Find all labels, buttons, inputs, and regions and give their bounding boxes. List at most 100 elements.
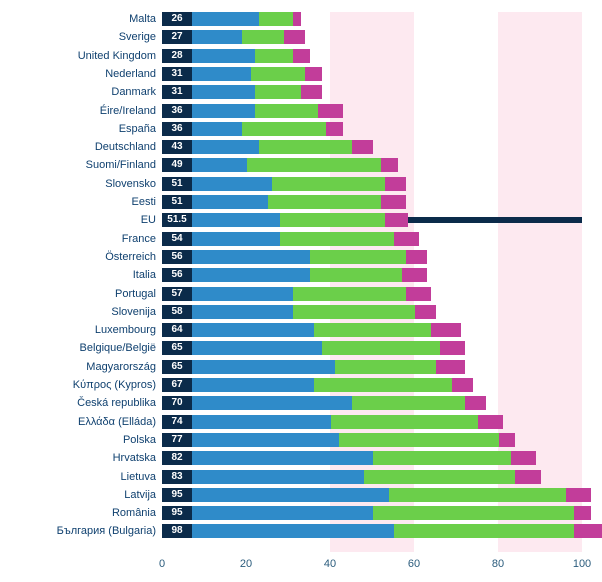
value-badge: 51 <box>162 195 192 209</box>
bar-segment-blue <box>192 268 310 282</box>
bar-segment-green <box>242 30 284 44</box>
country-label: Luxembourg <box>95 324 156 336</box>
bar-segment-blue <box>192 213 280 227</box>
bar-segment-magenta <box>381 158 398 172</box>
value-badge: 98 <box>162 524 192 538</box>
bar-segment-green <box>364 470 515 484</box>
bar-segment-magenta <box>574 506 591 520</box>
country-label: Éire/Ireland <box>100 105 156 117</box>
bar-segment-blue <box>192 323 314 337</box>
country-label: Österreich <box>105 251 156 263</box>
country-label: Eesti <box>132 196 156 208</box>
country-label: Hrvatska <box>113 452 156 464</box>
bar-row: Eesti51 <box>162 195 582 209</box>
country-label: EU <box>141 214 156 226</box>
bar-segment-green <box>259 12 293 26</box>
value-badge: 56 <box>162 268 192 282</box>
bar-row: Portugal57 <box>162 287 582 301</box>
bar-segment-magenta <box>284 30 305 44</box>
country-label: Polska <box>123 434 156 446</box>
bar-segment-blue <box>192 341 322 355</box>
bar-segment-green <box>280 213 385 227</box>
value-badge: 36 <box>162 104 192 118</box>
value-badge: 43 <box>162 140 192 154</box>
bar-segment-blue <box>192 433 339 447</box>
value-badge: 95 <box>162 488 192 502</box>
bar-segment-blue <box>192 305 293 319</box>
bar-segment-magenta <box>478 415 503 429</box>
country-label: Lietuva <box>121 471 156 483</box>
bar-segment-magenta <box>305 67 322 81</box>
bar-row: Latvija95 <box>162 488 582 502</box>
bar-row: Nederland31 <box>162 67 582 81</box>
bar-segment-magenta <box>431 323 460 337</box>
bar-segment-green <box>339 433 499 447</box>
bar-row: Österreich56 <box>162 250 582 264</box>
bar-row: Magyarország65 <box>162 360 582 374</box>
bar-segment-blue <box>192 488 389 502</box>
value-badge: 57 <box>162 287 192 301</box>
bar-segment-blue <box>192 67 251 81</box>
country-label: España <box>119 123 156 135</box>
bar-segment-blue <box>192 396 352 410</box>
bar-segment-green <box>335 360 436 374</box>
bar-segment-magenta <box>515 470 540 484</box>
bar-row: Polska77 <box>162 433 582 447</box>
bar-row: España36 <box>162 122 582 136</box>
value-badge: 51.5 <box>162 213 192 227</box>
bar-segment-green <box>373 506 575 520</box>
country-label: Sverige <box>119 31 156 43</box>
bar-row: Česká republika70 <box>162 396 582 410</box>
country-label: Magyarország <box>86 361 156 373</box>
bar-row: Danmark31 <box>162 85 582 99</box>
bar-row: Ελλάδα (Elláda)74 <box>162 415 582 429</box>
bar-row: Sverige27 <box>162 30 582 44</box>
bar-segment-blue <box>192 378 314 392</box>
bar-segment-green <box>293 305 415 319</box>
bar-segment-magenta <box>574 524 602 538</box>
bar-segment-blue <box>192 104 255 118</box>
country-label: България (Bulgaria) <box>57 525 156 537</box>
value-badge: 31 <box>162 67 192 81</box>
bar-segment-blue <box>192 177 272 191</box>
bar-segment-magenta <box>406 250 427 264</box>
country-label: Slovensko <box>105 178 156 190</box>
bar-segment-magenta <box>394 232 419 246</box>
bar-segment-magenta <box>293 12 301 26</box>
bar-segment-blue <box>192 287 293 301</box>
eu-highlight-line <box>408 217 582 223</box>
bar-segment-blue <box>192 49 255 63</box>
value-badge: 70 <box>162 396 192 410</box>
country-label: Latvija <box>124 489 156 501</box>
bar-segment-blue <box>192 506 373 520</box>
bar-segment-green <box>242 122 326 136</box>
bar-segment-green <box>293 287 406 301</box>
bar-row: Slovenija58 <box>162 305 582 319</box>
value-badge: 74 <box>162 415 192 429</box>
bar-segment-magenta <box>440 341 465 355</box>
bar-segment-magenta <box>301 85 322 99</box>
bar-segment-magenta <box>381 195 406 209</box>
value-badge: 82 <box>162 451 192 465</box>
value-badge: 49 <box>162 158 192 172</box>
bar-segment-green <box>331 415 478 429</box>
value-badge: 31 <box>162 85 192 99</box>
x-tick: 80 <box>492 558 504 570</box>
value-badge: 95 <box>162 506 192 520</box>
country-label: Portugal <box>115 288 156 300</box>
country-label: United Kingdom <box>78 50 156 62</box>
bar-row: România95 <box>162 506 582 520</box>
bar-segment-blue <box>192 250 310 264</box>
value-badge: 26 <box>162 12 192 26</box>
country-label: România <box>112 507 156 519</box>
country-label: Italia <box>133 269 156 281</box>
country-label: France <box>122 233 156 245</box>
value-badge: 64 <box>162 323 192 337</box>
bar-segment-green <box>310 250 407 264</box>
bar-row: Lietuva83 <box>162 470 582 484</box>
bar-segment-magenta <box>318 104 343 118</box>
bar-row: Hrvatska82 <box>162 451 582 465</box>
bar-segment-green <box>272 177 385 191</box>
bar-segment-magenta <box>415 305 436 319</box>
bar-segment-green <box>255 49 293 63</box>
